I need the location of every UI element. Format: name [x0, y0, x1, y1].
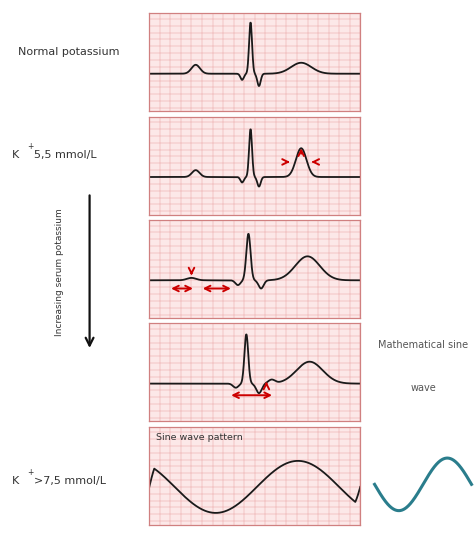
- Text: +: +: [27, 468, 33, 477]
- Text: >7,5 mmol/L: >7,5 mmol/L: [34, 476, 106, 486]
- Text: K: K: [12, 476, 19, 486]
- Text: Normal potassium: Normal potassium: [18, 47, 119, 56]
- Text: +: +: [27, 142, 33, 151]
- Text: K: K: [12, 150, 19, 160]
- Text: Mathematical sine: Mathematical sine: [378, 340, 468, 350]
- Text: Sine wave pattern: Sine wave pattern: [155, 434, 242, 442]
- Text: 5,5 mmol/L: 5,5 mmol/L: [34, 150, 97, 160]
- Text: wave: wave: [410, 383, 436, 393]
- Text: Increasing serum potassium: Increasing serum potassium: [55, 208, 64, 336]
